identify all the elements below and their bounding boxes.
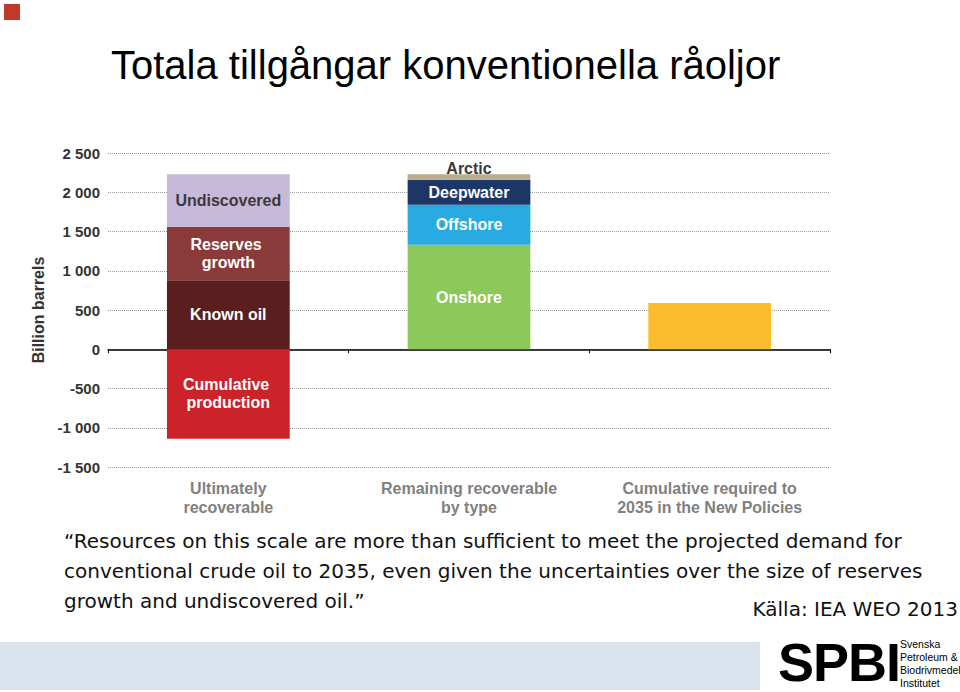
html-text:Petroleum &: Petroleum & (900, 651, 958, 663)
svg-text:500: 500 (75, 302, 100, 319)
svg-text:1 500: 1 500 (62, 223, 100, 240)
svg-text:Deepwater: Deepwater (429, 184, 510, 201)
svg-text:Arctic: Arctic (446, 160, 491, 177)
svg-text:Totala tillgångar konventionel: Totala tillgångar konventionella råoljor (111, 43, 780, 87)
svg-text:0: 0 (92, 341, 100, 358)
html-text:“Resources on this scale are m: “Resources on this scale are more than s… (64, 529, 923, 613)
svg-text:1 000: 1 000 (62, 262, 100, 279)
svg-text:-1 500: -1 500 (57, 459, 100, 476)
svg-text:production: production (187, 394, 271, 411)
svg-text:Undiscovered: Undiscovered (175, 192, 281, 209)
svg-text:growth: growth (202, 254, 255, 271)
svg-text:2 500: 2 500 (62, 145, 100, 162)
svg-text:Remaining recoverable: Remaining recoverable (381, 480, 557, 497)
svg-text:-500: -500 (70, 380, 100, 397)
svg-text:Ultimately: Ultimately (190, 480, 267, 497)
html-text:Källa: IEA WEO 2013: Källa: IEA WEO 2013 (752, 597, 958, 621)
svg-text:Known oil: Known oil (190, 306, 266, 323)
svg-text:Reserves: Reserves (191, 236, 267, 253)
svg-text:Billion barrels: Billion barrels (30, 257, 47, 364)
svg-text:-1 000: -1 000 (57, 419, 100, 436)
svg-text:Cumulative required to: Cumulative required to (623, 480, 797, 497)
html-text:Svenska: Svenska (900, 638, 941, 650)
html-text:SPBI: SPBI (778, 632, 900, 692)
svg-text:2 000: 2 000 (62, 184, 100, 201)
html-text:Institutet: Institutet (900, 677, 940, 689)
svg-text:Cumulative: Cumulative (183, 376, 274, 393)
svg-text:2035 in the New Policies: 2035 in the New Policies (617, 499, 802, 516)
html-text:Biodrivmedel: Biodrivmedel (900, 664, 960, 676)
svg-text:recoverable: recoverable (183, 499, 273, 516)
svg-text:Onshore: Onshore (436, 289, 502, 306)
svg-text:by type: by type (441, 499, 497, 516)
svg-text:Offshore: Offshore (436, 216, 503, 233)
